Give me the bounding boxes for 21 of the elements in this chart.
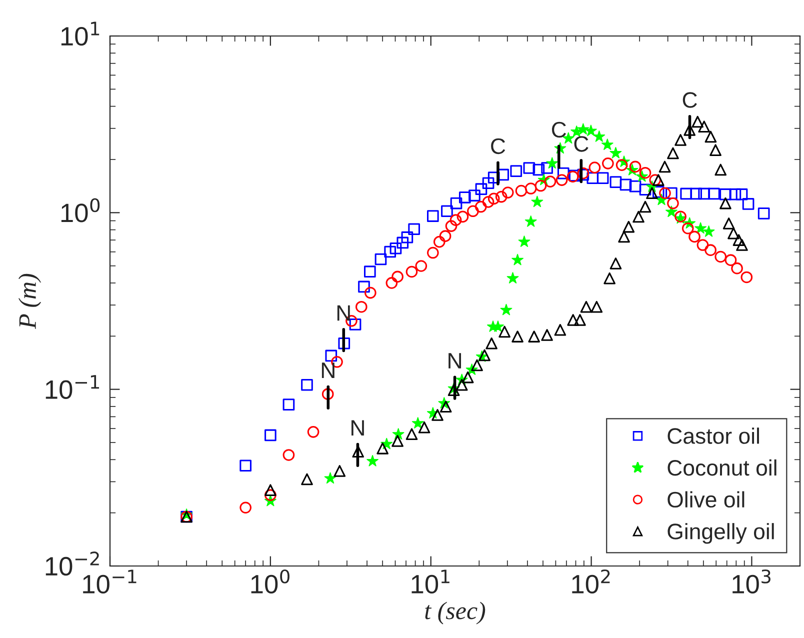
annotation: C	[574, 136, 588, 152]
y-tick-label: 10$^{0}$	[61, 198, 100, 222]
legend-label: Gingelly oil	[668, 523, 774, 544]
x-axis-title: t (sec)	[425, 602, 486, 624]
annotation: C	[491, 138, 506, 154]
legend-label: Olive oil	[668, 491, 744, 508]
x-tick-label: 10$^{2}$	[572, 569, 610, 594]
y-tick-label: 10$^{−1}$	[46, 375, 100, 399]
x-tick-label: 10$^{3}$	[732, 569, 770, 594]
annotation: N	[322, 362, 334, 378]
annotation: C	[552, 122, 566, 138]
annotation: N	[448, 353, 462, 368]
legend-label: Castor oil	[668, 428, 759, 444]
annotation: N	[352, 420, 364, 436]
annotation: C	[682, 92, 697, 108]
annotation: N	[337, 305, 350, 321]
y-tick-label: 10$^{1}$	[61, 22, 100, 46]
x-tick-label: 10$^{1}$	[412, 570, 450, 594]
x-tick-label: 10$^{0}$	[251, 569, 290, 594]
legend-label: Coconut oil	[668, 459, 776, 476]
y-axis-title: P (m)	[18, 274, 42, 330]
